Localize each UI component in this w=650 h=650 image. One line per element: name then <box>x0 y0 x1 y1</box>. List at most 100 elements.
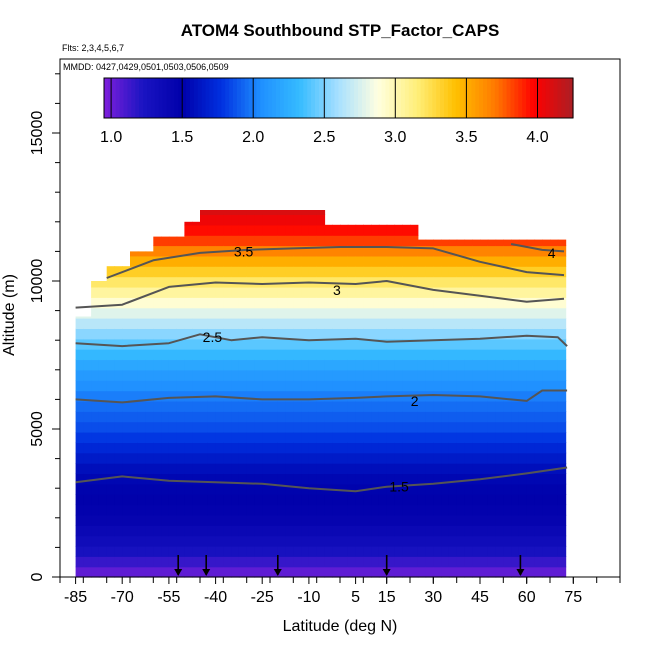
field-cell <box>480 338 489 350</box>
field-cell <box>495 452 504 464</box>
field-cell <box>518 452 528 464</box>
field-cell <box>75 556 84 568</box>
field-cell <box>145 369 154 381</box>
field-cell <box>363 380 372 392</box>
field-cell <box>316 545 326 557</box>
colorbar-swatch <box>190 78 195 118</box>
field-cell <box>518 556 528 568</box>
field-cell <box>550 369 559 381</box>
field-cell <box>277 411 287 423</box>
field-cell <box>371 255 380 267</box>
field-cell <box>534 286 543 298</box>
field-cell <box>480 318 489 329</box>
field-cell <box>122 421 131 433</box>
field-cell <box>472 328 481 340</box>
field-cell <box>542 276 551 288</box>
field-cell <box>238 483 248 495</box>
field-cell <box>410 245 419 257</box>
field-cell <box>277 328 287 340</box>
colorbar-swatch <box>432 78 437 118</box>
field-cell <box>207 307 217 319</box>
field-cell <box>308 452 318 464</box>
field-cell <box>324 235 333 247</box>
field-cell <box>495 318 504 329</box>
field-cell <box>215 318 224 329</box>
colorbar-swatch <box>107 78 113 118</box>
field-cell <box>308 214 318 226</box>
field-cell <box>91 286 100 298</box>
field-cell <box>503 369 512 381</box>
field-cell <box>83 473 92 485</box>
field-cell <box>238 359 248 371</box>
field-cell <box>207 473 217 485</box>
field-cell <box>114 421 123 433</box>
field-cell <box>371 473 380 485</box>
field-cell <box>487 338 497 350</box>
field-cell <box>262 473 271 485</box>
field-cell <box>192 349 201 361</box>
field-cell <box>285 452 294 464</box>
field-cell <box>308 369 318 381</box>
field-cell <box>122 525 131 537</box>
field-cell <box>456 566 466 578</box>
field-cell <box>254 359 263 371</box>
field-cell <box>91 442 100 454</box>
field-cell <box>246 286 256 298</box>
field-cell <box>511 318 520 329</box>
colorbar-swatch <box>217 78 222 118</box>
colorbar-swatch <box>530 78 535 118</box>
field-cell <box>433 359 442 371</box>
field-cell <box>207 214 217 226</box>
field-cell <box>487 556 497 568</box>
colorbar-swatch <box>104 78 109 118</box>
field-cell <box>480 276 489 288</box>
field-cell <box>464 369 473 381</box>
field-cell <box>503 359 512 371</box>
field-cell <box>316 566 326 578</box>
field-cell <box>184 359 193 371</box>
field-cell <box>347 318 357 329</box>
field-cell <box>425 276 434 288</box>
field-cell <box>75 545 84 557</box>
field-cell <box>386 338 396 350</box>
field-cell <box>433 525 442 537</box>
field-cell <box>417 307 427 319</box>
field-cell <box>557 432 567 443</box>
field-cell <box>425 525 434 537</box>
field-cell <box>363 442 372 454</box>
field-cell <box>75 411 84 423</box>
field-cell <box>285 566 294 578</box>
field-cell <box>168 556 178 568</box>
field-cell <box>534 318 543 329</box>
field-cell <box>231 432 240 443</box>
field-cell <box>441 380 450 392</box>
field-cell <box>456 421 466 433</box>
field-cell <box>145 452 154 464</box>
field-cell <box>394 380 403 392</box>
colorbar-swatch <box>420 78 426 118</box>
field-cell <box>106 359 116 371</box>
field-cell <box>347 266 357 278</box>
field-cell <box>441 556 450 568</box>
field-cell <box>448 473 458 485</box>
field-cell <box>332 224 341 236</box>
field-cell <box>301 286 310 298</box>
field-cell <box>200 245 209 257</box>
field-cell <box>480 380 489 392</box>
field-cell <box>542 380 551 392</box>
field-cell <box>223 349 232 361</box>
colorbar-swatch <box>549 78 554 118</box>
field-cell <box>518 400 528 412</box>
field-cell <box>301 235 310 247</box>
field-cell <box>355 338 364 350</box>
field-cell <box>215 297 224 309</box>
field-cell <box>495 566 504 578</box>
field-cell <box>441 369 450 381</box>
field-cell <box>433 483 442 495</box>
field-cell <box>394 514 403 526</box>
field-cell <box>137 318 147 329</box>
field-cell <box>355 525 364 537</box>
field-cell <box>130 328 139 340</box>
field-cell <box>161 349 170 361</box>
field-cell <box>550 473 559 485</box>
